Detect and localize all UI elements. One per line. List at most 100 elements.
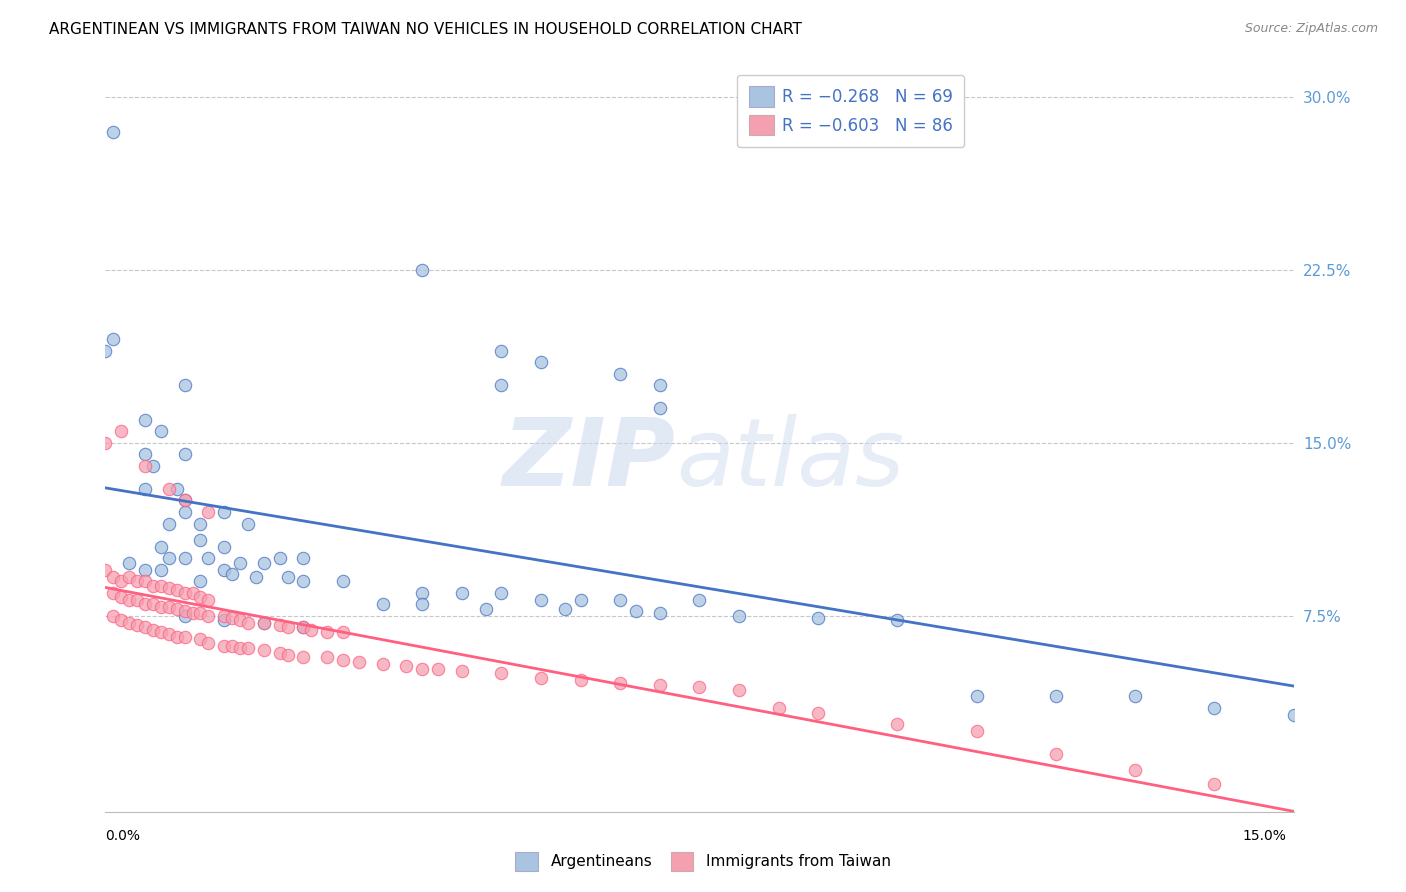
Point [245, 569, 267, 583]
Point [292, 620, 315, 634]
Point [1123, 763, 1146, 777]
Point [768, 701, 790, 715]
Point [118, 592, 141, 607]
Point [110, 425, 132, 439]
Point [332, 652, 354, 666]
Point [491, 378, 513, 392]
Point [197, 636, 219, 650]
Point [134, 620, 156, 634]
Point [214, 505, 236, 519]
Point [149, 579, 172, 593]
Point [214, 563, 236, 577]
Point [103, 125, 125, 139]
Point [149, 599, 172, 614]
Point [221, 567, 243, 582]
Point [197, 592, 219, 607]
Point [118, 569, 141, 583]
Point [807, 706, 830, 720]
Point [229, 556, 252, 570]
Point [110, 574, 132, 589]
Point [166, 602, 188, 616]
Point [609, 675, 631, 690]
Point [347, 655, 370, 669]
Point [94, 343, 117, 358]
Text: ARGENTINEAN VS IMMIGRANTS FROM TAIWAN NO VEHICLES IN HOUSEHOLD CORRELATION CHART: ARGENTINEAN VS IMMIGRANTS FROM TAIWAN NO… [49, 22, 801, 37]
Point [1204, 701, 1226, 715]
Point [190, 607, 212, 621]
Text: ZIP: ZIP [503, 414, 676, 506]
Point [157, 551, 180, 566]
Point [190, 516, 212, 531]
Point [299, 623, 322, 637]
Point [103, 332, 125, 346]
Point [269, 646, 291, 660]
Point [609, 367, 631, 381]
Text: 0.0%: 0.0% [105, 829, 141, 843]
Point [807, 611, 830, 625]
Point [181, 607, 204, 621]
Point [103, 608, 125, 623]
Point [149, 563, 172, 577]
Point [157, 482, 180, 496]
Point [134, 563, 156, 577]
Point [142, 579, 165, 593]
Point [197, 505, 219, 519]
Point [728, 608, 751, 623]
Point [173, 585, 195, 599]
Point [332, 574, 354, 589]
Point [530, 355, 553, 369]
Point [1282, 707, 1305, 722]
Text: 15.0%: 15.0% [1243, 829, 1286, 843]
Point [166, 630, 188, 644]
Point [134, 597, 156, 611]
Point [253, 615, 276, 630]
Point [316, 650, 339, 665]
Point [689, 680, 711, 694]
Point [609, 592, 631, 607]
Point [269, 618, 291, 632]
Point [173, 493, 195, 508]
Point [491, 585, 513, 599]
Point [173, 604, 195, 618]
Point [149, 425, 172, 439]
Point [648, 607, 671, 621]
Point [157, 516, 180, 531]
Point [886, 613, 908, 627]
Point [292, 650, 315, 665]
Point [427, 662, 450, 676]
Point [886, 717, 908, 731]
Point [221, 611, 243, 625]
Point [190, 574, 212, 589]
Point [371, 597, 394, 611]
Point [214, 540, 236, 554]
Point [142, 597, 165, 611]
Point [554, 602, 576, 616]
Point [648, 401, 671, 416]
Point [1204, 777, 1226, 791]
Point [166, 583, 188, 598]
Point [190, 591, 212, 605]
Point [142, 458, 165, 473]
Point [624, 604, 647, 618]
Text: atlas: atlas [676, 414, 904, 505]
Point [118, 615, 141, 630]
Point [229, 640, 252, 655]
Point [166, 482, 188, 496]
Point [530, 592, 553, 607]
Point [214, 613, 236, 627]
Point [134, 482, 156, 496]
Point [157, 581, 180, 595]
Point [728, 682, 751, 697]
Point [149, 540, 172, 554]
Point [1045, 747, 1067, 761]
Point [411, 263, 433, 277]
Point [277, 620, 299, 634]
Point [173, 447, 195, 461]
Legend: R = −0.268   N = 69, R = −0.603   N = 86: R = −0.268 N = 69, R = −0.603 N = 86 [737, 75, 965, 147]
Point [569, 673, 592, 688]
Point [253, 615, 276, 630]
Point [648, 378, 671, 392]
Point [966, 690, 988, 704]
Point [236, 615, 259, 630]
Point [411, 585, 433, 599]
